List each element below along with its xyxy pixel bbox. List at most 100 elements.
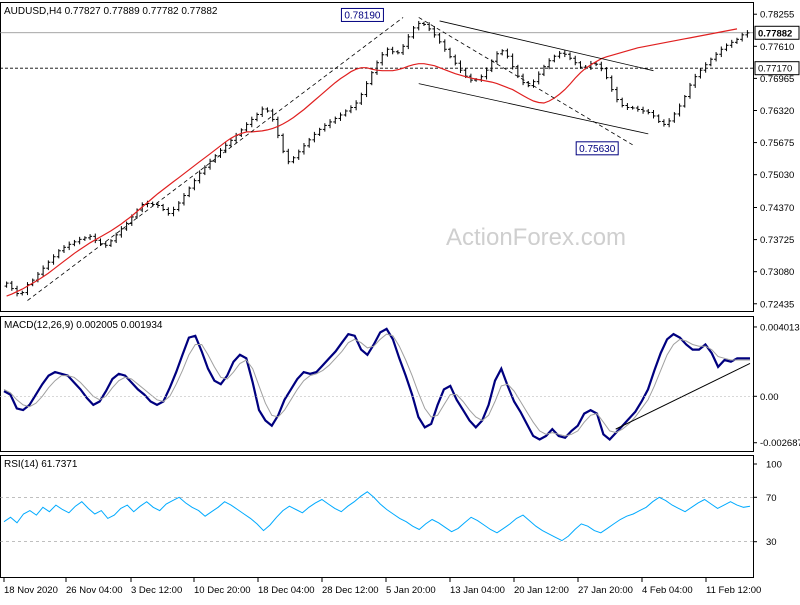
trend-line	[439, 20, 654, 72]
price-y-tick-label: 0.77610	[760, 42, 794, 53]
price-y-tick-label: 0.75030	[760, 170, 794, 181]
ohlc-bar	[734, 37, 739, 44]
ohlc-bar	[41, 265, 46, 277]
ohlc-bar	[515, 64, 520, 79]
price-label-box: 0.77170	[754, 61, 800, 76]
ohlc-bar	[672, 112, 677, 123]
ohlc-bar	[745, 30, 750, 38]
ohlc-bar	[114, 232, 119, 244]
ohlc-bar	[72, 239, 77, 247]
ohlc-bar	[338, 112, 343, 121]
macd-y-tick-label: 0.004013	[760, 322, 800, 333]
price-header: AUDUSD,H4 0.77827 0.77889 0.77782 0.7788…	[4, 6, 218, 17]
ohlc-bar	[510, 53, 515, 70]
macd-signal-line	[3, 333, 750, 437]
macd-y-tick-label: 0.00	[760, 392, 779, 403]
trend-line	[418, 83, 649, 135]
ohlc-bar	[20, 290, 25, 296]
x-axis-label: 18 Nov 2020	[4, 585, 58, 596]
ohlc-bar	[171, 206, 176, 217]
ohlc-bar	[333, 116, 338, 124]
ohlc-bar	[442, 39, 447, 52]
price-y-tick-label: 0.73080	[760, 267, 794, 278]
ohlc-bar	[541, 64, 546, 77]
x-axis-label: 13 Jan 04:00	[450, 585, 505, 596]
price-label-box: 0.77882	[754, 25, 800, 40]
ohlc-bar	[714, 52, 719, 62]
ohlc-bar	[729, 39, 734, 48]
price-label-frame	[754, 61, 800, 76]
ohlc-bar	[688, 82, 693, 99]
ohlc-bar	[416, 20, 421, 31]
ohlc-bar	[604, 67, 609, 80]
ohlc-bar	[354, 100, 359, 111]
ohlc-bar	[380, 51, 385, 66]
ohlc-bar	[202, 165, 207, 176]
ohlc-bar	[124, 221, 129, 231]
ohlc-bar	[286, 148, 291, 165]
price-y-tick-label: 0.73725	[760, 235, 794, 246]
ohlc-bar	[401, 44, 406, 55]
ohlc-bar	[301, 143, 306, 155]
axis-layer: 0.78255 0.77610 0.76965 0.76320 0.75675 0.750…	[3, 10, 800, 596]
ohlc-bar	[625, 103, 630, 110]
x-axis-label: 26 Nov 04:00	[66, 585, 123, 596]
ohlc-bar	[239, 128, 244, 137]
ohlc-bar	[155, 202, 160, 208]
ohlc-bar	[494, 51, 499, 64]
ohlc-bar	[661, 119, 666, 127]
ohlc-bar	[103, 241, 108, 248]
ohlc-bar	[56, 249, 61, 259]
ohlc-bar	[265, 107, 270, 113]
rsi-y-tick-label: 30	[766, 537, 777, 548]
ohlc-bar	[187, 186, 192, 198]
ohlc-bar	[260, 106, 265, 117]
ohlc-bar	[677, 103, 682, 117]
ohlc-bar	[192, 178, 197, 191]
price-label-frame	[754, 25, 800, 40]
x-axis-label: 4 Feb 04:00	[642, 585, 693, 596]
macd-trend-line	[615, 363, 751, 430]
x-axis-label: 10 Dec 20:00	[194, 585, 251, 596]
price-annotation-label: 0.75630	[579, 144, 616, 155]
ohlc-bar	[228, 138, 233, 148]
ohlc-bar	[703, 62, 708, 73]
ohlc-bar	[4, 281, 9, 288]
ohlc-bar	[641, 106, 646, 114]
ohlc-bar	[46, 260, 51, 271]
ohlc-bar	[375, 60, 379, 75]
ohlc-bar	[369, 71, 374, 86]
ohlc-bar	[719, 46, 724, 58]
ohlc-bar	[411, 26, 416, 39]
price-layer: 0.78190 0.75630	[0, 7, 753, 301]
price-y-tick-label: 0.78255	[760, 10, 794, 21]
ohlc-bar	[432, 26, 437, 38]
ohlc-bar	[448, 47, 453, 59]
price-annotation: 0.75630	[575, 141, 619, 156]
ohlc-bar	[67, 241, 72, 251]
ohlc-bar	[61, 245, 66, 253]
ohlc-bar	[395, 50, 400, 55]
macd-header: MACD(12,26,9) 0.002005 0.001934	[4, 320, 163, 331]
ohlc-bar	[270, 108, 275, 122]
ohlc-bar	[161, 203, 166, 212]
ohlc-bar	[249, 116, 254, 128]
ohlc-bar	[620, 97, 625, 108]
ohlc-bar	[562, 50, 567, 58]
price-annotation: 0.78190	[340, 7, 384, 22]
ohlc-bar	[740, 32, 745, 42]
ohlc-bar	[594, 61, 599, 67]
price-panel	[0, 2, 754, 312]
rsi-y-tick-label: 100	[766, 460, 782, 471]
x-axis-label: 27 Jan 20:00	[578, 585, 633, 596]
x-axis-label: 20 Jan 12:00	[514, 585, 569, 596]
ohlc-bar	[359, 92, 364, 105]
x-axis-label: 3 Dec 12:00	[131, 585, 182, 596]
ohlc-bar	[244, 122, 249, 133]
x-axis-label: 11 Feb 12:00	[706, 585, 761, 596]
rsi-panel	[0, 455, 754, 578]
ohlc-bar	[599, 61, 604, 72]
ohlc-bar	[646, 109, 651, 115]
ohlc-bar	[108, 239, 113, 247]
